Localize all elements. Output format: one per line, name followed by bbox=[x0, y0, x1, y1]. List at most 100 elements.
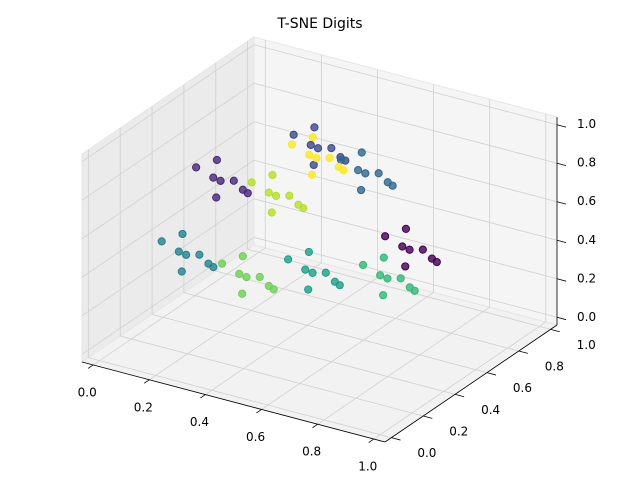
point bbox=[299, 204, 308, 213]
x-axis bbox=[81, 361, 386, 443]
point bbox=[358, 260, 368, 270]
z-tick bbox=[556, 239, 567, 244]
point bbox=[238, 289, 247, 298]
grid-line bbox=[81, 198, 255, 317]
grid-line bbox=[253, 198, 558, 280]
y-tick bbox=[423, 415, 433, 419]
grid-line bbox=[261, 292, 434, 410]
point bbox=[432, 257, 441, 267]
point bbox=[405, 245, 414, 254]
point bbox=[247, 178, 256, 187]
point bbox=[287, 140, 297, 149]
y-tick bbox=[454, 393, 465, 398]
z-tick-label: 0.8 bbox=[577, 156, 596, 170]
y-tick bbox=[486, 372, 497, 376]
point bbox=[255, 272, 264, 282]
point bbox=[388, 181, 397, 190]
point bbox=[379, 291, 388, 300]
point bbox=[312, 153, 321, 163]
grid-line bbox=[151, 313, 456, 395]
point bbox=[354, 166, 363, 175]
point bbox=[383, 274, 392, 283]
grid-line bbox=[149, 262, 322, 381]
z-tick-label: 0.2 bbox=[577, 271, 596, 285]
grid-line bbox=[253, 44, 558, 126]
y-tick bbox=[391, 437, 401, 441]
point bbox=[410, 286, 419, 295]
point bbox=[284, 255, 293, 264]
grid-line bbox=[88, 357, 392, 439]
point bbox=[289, 130, 298, 139]
y-tick-label: 0.0 bbox=[417, 446, 436, 460]
point bbox=[308, 133, 317, 142]
grid-line bbox=[253, 236, 558, 318]
point bbox=[339, 166, 348, 175]
point bbox=[182, 250, 191, 259]
x-tick-label: 1.0 bbox=[358, 460, 377, 474]
point bbox=[301, 265, 310, 274]
point bbox=[309, 160, 318, 170]
point bbox=[361, 169, 370, 178]
point bbox=[229, 176, 238, 185]
point bbox=[212, 193, 221, 202]
point bbox=[177, 267, 186, 276]
grid-line bbox=[81, 82, 255, 201]
point bbox=[418, 245, 427, 254]
z-tick-label: 0.6 bbox=[577, 194, 596, 208]
grid-line bbox=[205, 277, 378, 395]
y-tick bbox=[518, 350, 528, 354]
point bbox=[269, 285, 278, 294]
point bbox=[396, 274, 405, 283]
point bbox=[327, 144, 336, 153]
point bbox=[217, 259, 227, 268]
point bbox=[306, 140, 315, 150]
y-tick-label: 0.4 bbox=[481, 403, 500, 417]
point bbox=[401, 224, 411, 233]
point bbox=[357, 148, 366, 157]
x-tick-label: 0.4 bbox=[190, 415, 209, 429]
x-tick bbox=[256, 409, 262, 414]
point bbox=[374, 169, 383, 178]
point bbox=[268, 170, 277, 180]
point bbox=[304, 285, 313, 294]
z-tick-label: 1.0 bbox=[577, 117, 596, 131]
point bbox=[398, 242, 407, 251]
point bbox=[271, 191, 281, 200]
point bbox=[264, 188, 273, 197]
point bbox=[307, 170, 317, 179]
x-tick-label: 0.8 bbox=[302, 445, 321, 459]
y-tick-label: 0.2 bbox=[449, 425, 468, 439]
point bbox=[242, 273, 251, 282]
point bbox=[238, 252, 247, 261]
grid-line bbox=[81, 159, 255, 278]
point bbox=[235, 269, 244, 278]
z-tick bbox=[556, 201, 567, 205]
grid-line bbox=[81, 121, 255, 240]
z-tick bbox=[556, 124, 567, 128]
point bbox=[336, 155, 346, 164]
point bbox=[305, 150, 314, 159]
point bbox=[178, 229, 187, 239]
point bbox=[209, 173, 218, 182]
grid-line bbox=[81, 236, 255, 355]
x-tick-label: 0.0 bbox=[78, 385, 97, 399]
grid-line bbox=[92, 247, 266, 366]
point bbox=[174, 247, 183, 256]
point bbox=[379, 253, 388, 262]
point bbox=[243, 189, 252, 198]
x-tick bbox=[312, 423, 318, 429]
z-tick-label: 0.4 bbox=[577, 233, 596, 247]
point bbox=[304, 247, 313, 257]
point bbox=[325, 153, 334, 163]
point bbox=[209, 263, 218, 272]
point bbox=[321, 268, 330, 277]
point bbox=[356, 185, 366, 195]
x-tick-label: 0.6 bbox=[246, 430, 265, 444]
point bbox=[310, 123, 319, 132]
y-axis bbox=[384, 324, 558, 443]
y-tick-label: 1.0 bbox=[577, 338, 596, 352]
point bbox=[335, 281, 344, 290]
x-tick-label: 0.2 bbox=[134, 400, 153, 414]
grid-line bbox=[81, 44, 255, 163]
